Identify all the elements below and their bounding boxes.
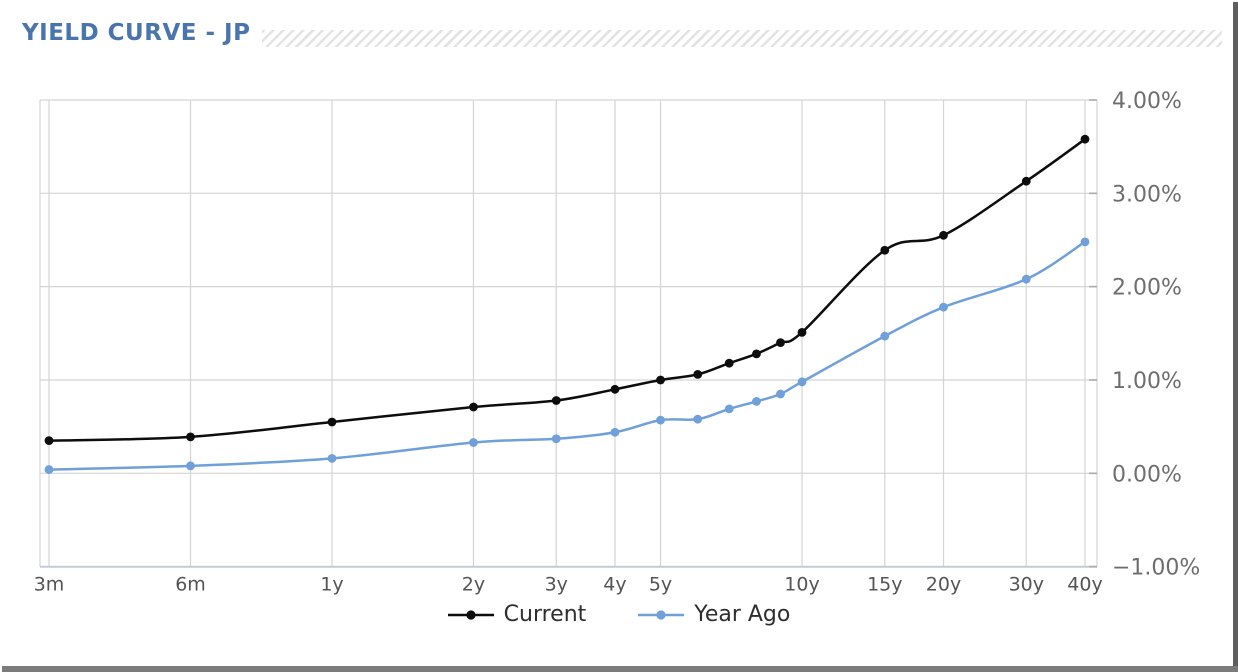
svg-text:4y: 4y: [603, 574, 626, 596]
chart-legend: Current Year Ago: [0, 602, 1238, 627]
svg-text:3y: 3y: [545, 574, 568, 596]
svg-text:40y: 40y: [1067, 574, 1102, 596]
svg-text:30y: 30y: [1009, 574, 1044, 596]
svg-text:3.00%: 3.00%: [1112, 182, 1182, 207]
legend-item-current: Current: [447, 602, 587, 627]
svg-text:3m: 3m: [34, 574, 65, 596]
title-hatch-decoration: [262, 30, 1222, 47]
svg-text:2y: 2y: [462, 574, 485, 596]
svg-text:4.00%: 4.00%: [1112, 89, 1182, 114]
current-series-marker-icon: [447, 609, 494, 620]
svg-text:−1.00%: −1.00%: [1112, 556, 1200, 581]
legend-label-current: Current: [503, 602, 587, 627]
svg-text:1.00%: 1.00%: [1112, 369, 1182, 394]
svg-text:20y: 20y: [926, 574, 961, 596]
svg-text:0.00%: 0.00%: [1112, 462, 1182, 487]
svg-text:10y: 10y: [784, 574, 819, 596]
svg-text:15y: 15y: [867, 574, 902, 596]
svg-text:6m: 6m: [175, 574, 206, 596]
legend-label-year-ago: Year Ago: [694, 602, 791, 627]
svg-text:2.00%: 2.00%: [1112, 276, 1182, 301]
year-ago-series-marker-icon: [638, 609, 685, 620]
legend-item-year-ago: Year Ago: [638, 602, 790, 627]
svg-text:1y: 1y: [320, 574, 343, 596]
page-title: YIELD CURVE - JP: [22, 20, 251, 46]
window-border-bottom: [2, 666, 1238, 672]
svg-text:5y: 5y: [649, 574, 672, 596]
window-border-right: [1233, 2, 1238, 672]
